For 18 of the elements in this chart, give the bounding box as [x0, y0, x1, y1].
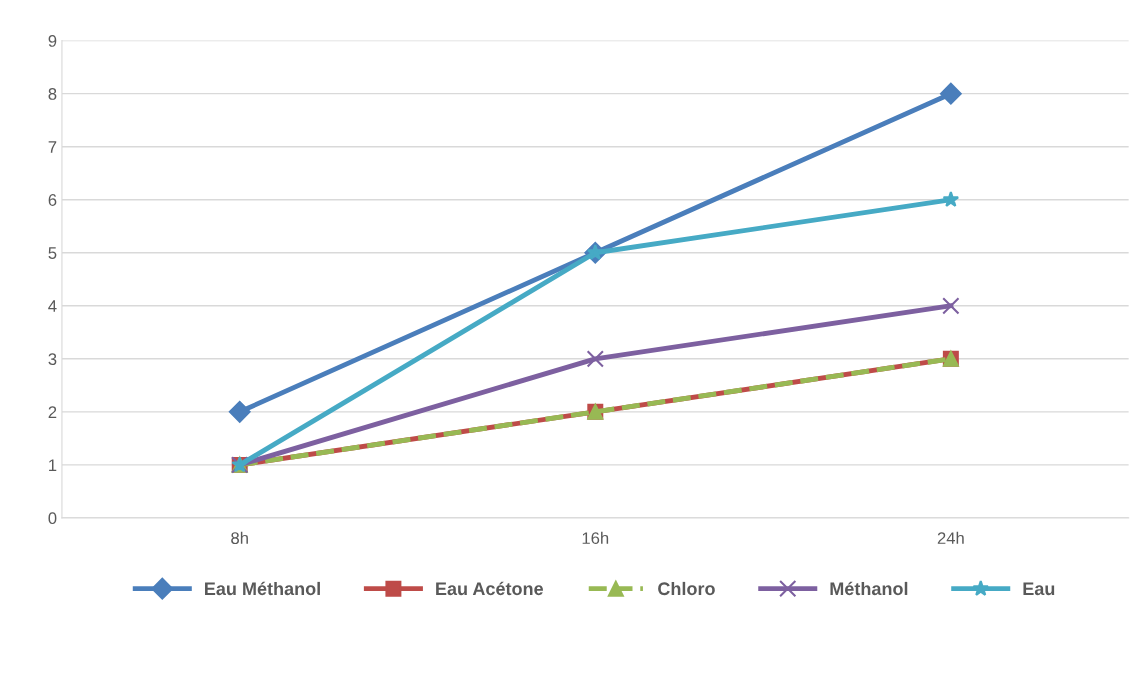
- x-tick-label: 8h: [231, 531, 248, 545]
- y-tick-label: 8: [48, 88, 57, 100]
- x-tick-label: 24h: [937, 531, 964, 544]
- y-tick-label: 2: [48, 406, 57, 418]
- legend-label: Eau: [1023, 582, 1055, 596]
- x-tick-label: 16h: [582, 531, 609, 545]
- y-tick-label: 7: [48, 141, 57, 153]
- y-tick-label: 4: [48, 300, 57, 312]
- y-tick-label: 9: [48, 35, 57, 47]
- legend-label: Eau Méthanol: [205, 581, 320, 596]
- y-tick-label: 0: [48, 512, 57, 525]
- y-tick-label: 5: [48, 247, 57, 259]
- y-tick-label: 6: [48, 194, 57, 206]
- legend-label: Chloro: [658, 581, 715, 596]
- y-tick-label: 1: [49, 459, 57, 471]
- legend-label: Eau Acétone: [436, 581, 543, 596]
- y-tick-label: 3: [48, 353, 57, 366]
- legend-label: Méthanol: [830, 581, 908, 596]
